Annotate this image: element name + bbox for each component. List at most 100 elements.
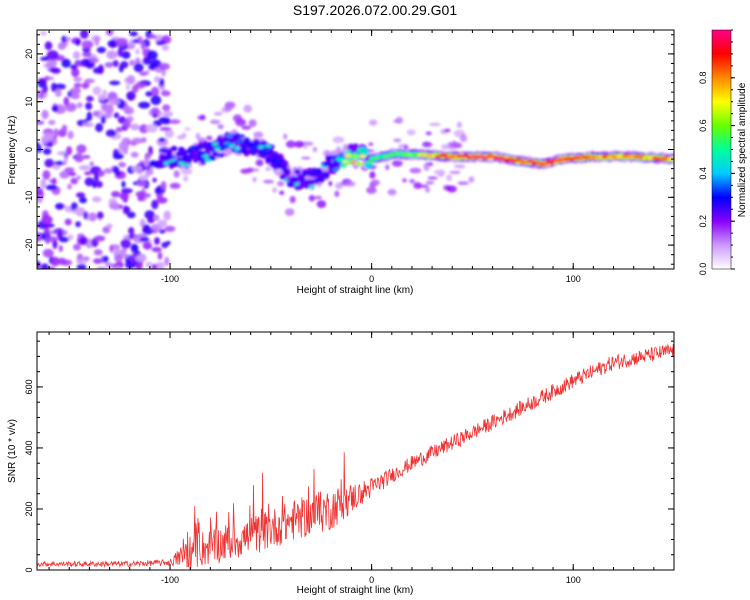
noise-blob [53,128,59,138]
noise-blob [55,203,65,210]
ridge-cell [366,163,374,169]
noise-blob [107,104,114,114]
snr-axes: -100 0 100 0 200 400 600 [24,332,675,585]
noise-blob [125,83,130,91]
noise-blob [164,256,170,266]
noise-blob [108,202,121,210]
noise-blob [95,123,104,133]
ridge-cell [214,147,221,151]
noise-blob [149,166,154,171]
ridge-cell [262,147,270,152]
noise-blob [142,226,154,235]
noise-blob [402,178,407,183]
noise-blob [169,119,181,125]
noise-blob [173,170,180,178]
noise-blob [369,119,378,126]
noise-blob [446,174,453,182]
noise-blob [67,130,74,140]
ridge-cell [306,179,313,183]
noise-blob [272,187,278,194]
colorbar-label: Normalized spectral amplitude [737,82,748,217]
noise-blob [109,244,114,253]
noise-blob [314,195,323,200]
noise-blob [148,160,158,168]
noise-blob [107,91,118,102]
noise-blob [42,148,52,155]
ridge-cell [330,155,337,160]
noise-blob [82,122,94,128]
noise-blob [429,122,441,126]
noise-blob [303,143,308,150]
ridge-cell [161,154,168,159]
noise-blob [43,132,54,141]
ridge-cell [238,134,245,138]
noise-blob [248,119,257,127]
noise-blob [409,179,416,184]
snr-panel: -100 0 100 0 200 400 600 Height of straight li… [7,331,675,596]
ridge-cell [349,160,357,165]
noise-blob [63,96,70,106]
y-tick-label: 400 [24,440,34,455]
noise-blob [117,48,124,57]
noise-blob [130,123,140,131]
noise-blob [147,50,158,60]
noise-blob [150,86,160,97]
ridge-cell [212,142,219,146]
noise-blob [154,237,160,245]
ridge-cell [178,161,185,166]
ridge-cell [299,176,306,182]
noise-blob [76,263,87,269]
noise-blob [43,227,50,235]
noise-blob [88,212,97,222]
noise-blob [425,180,435,185]
noise-blob [61,58,71,68]
noise-blob [91,196,102,203]
noise-blob [64,167,75,174]
noise-blob [57,42,66,50]
noise-blob [123,118,131,129]
noise-blob [209,119,221,125]
noise-blob [157,219,168,228]
x-tick-label: 0 [369,575,374,585]
noise-blob [82,154,91,159]
noise-blob [106,50,118,60]
ridge-cell [352,154,359,159]
x-tick-label: -100 [161,575,179,585]
ridge-cell [287,177,294,182]
noise-blob [425,131,432,136]
noise-blob [427,176,439,180]
ridge-cell [209,156,216,161]
noise-blob [128,227,135,235]
noise-blob [58,245,63,252]
noise-blob [84,177,95,187]
noise-blob [37,89,42,99]
noise-blob [126,75,136,85]
noise-blob [417,184,429,188]
noise-blob [75,38,81,46]
noise-blob [67,234,74,240]
ridge-cell [250,147,258,152]
ridge-cell [340,164,347,168]
noise-blob [153,120,163,127]
colorbar-tick-label: 0.0 [698,263,708,276]
noise-blob [241,125,252,130]
noise-blob [126,90,136,101]
noise-blob [129,31,138,37]
noise-blob [37,260,41,269]
noise-blob [76,175,81,180]
ridge-cell [337,153,345,159]
ridge-cell [301,172,308,177]
noise-blob [214,112,223,116]
ridge-cell [296,184,304,189]
noise-blob [366,186,377,194]
noise-blob [51,82,57,93]
noise-blob [161,118,171,125]
colorbar: 0.0 0.2 0.4 0.6 0.8 Normalized spectral ampl… [698,29,748,276]
ridge-cell [241,145,248,151]
noise-blob [154,187,161,195]
noise-blob [246,167,254,173]
ridge-cell [294,168,301,175]
noise-blob [68,172,77,177]
noise-blob [51,256,60,267]
noise-blob [81,40,94,49]
